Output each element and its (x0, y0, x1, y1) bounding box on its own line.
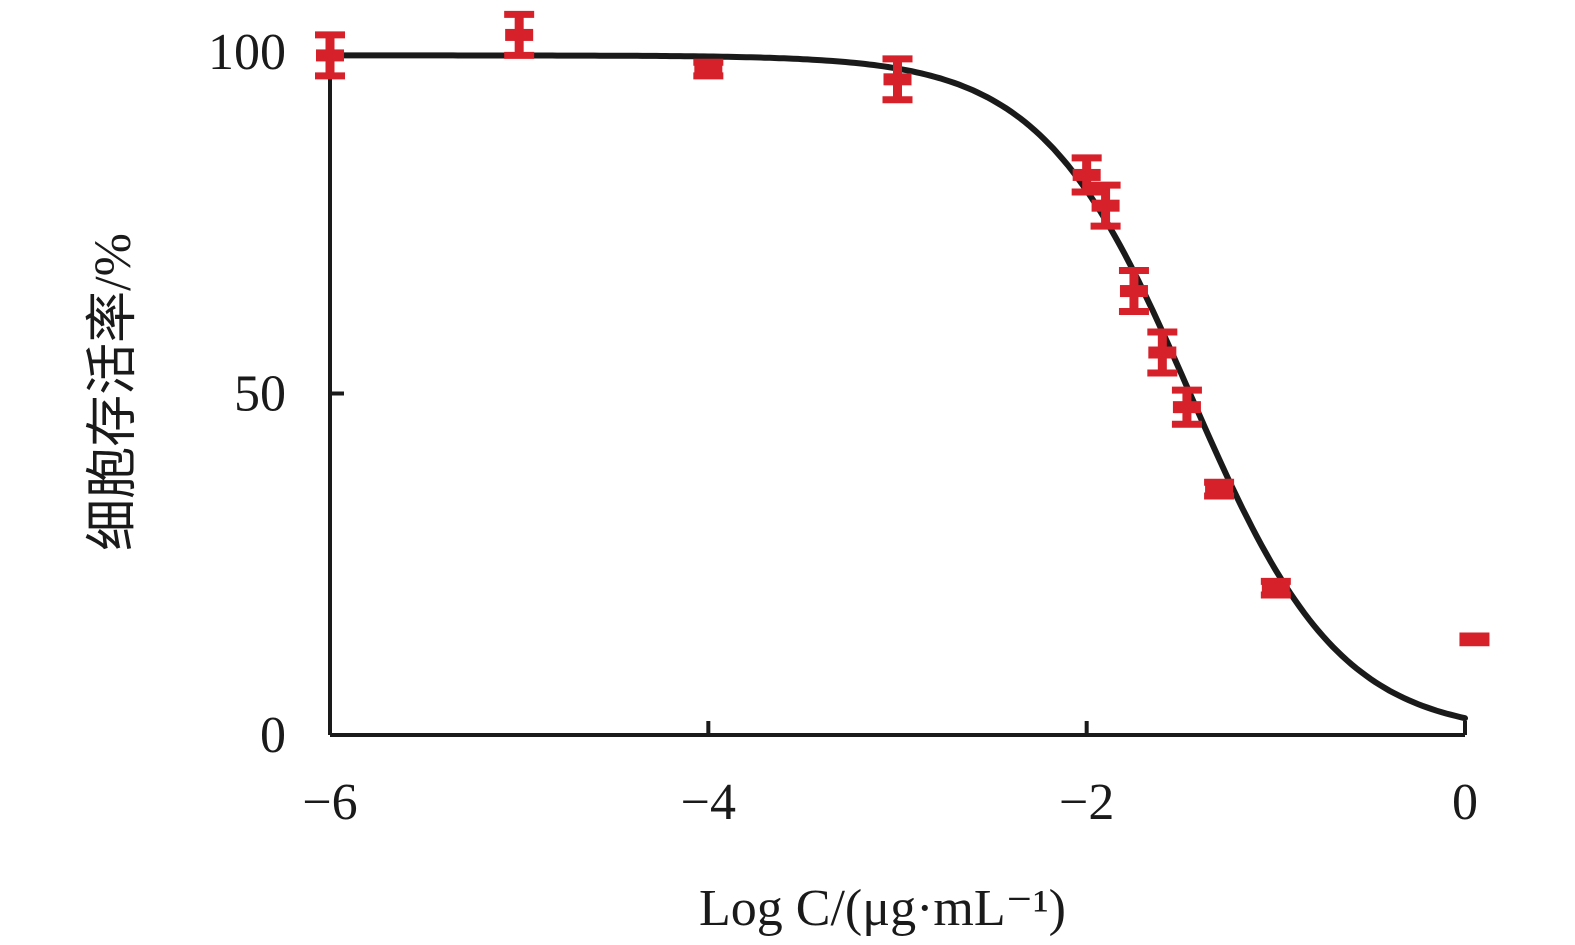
data-point (1147, 328, 1178, 377)
data-point (1260, 577, 1291, 599)
data-point (1171, 386, 1202, 428)
point-marker (1091, 199, 1120, 212)
y-tick-label: 100 (208, 24, 286, 81)
point-marker (1072, 168, 1101, 181)
data-point (315, 31, 345, 80)
point-marker (1172, 401, 1201, 414)
point-marker (694, 63, 723, 76)
x-tick-label: 0 (1452, 774, 1478, 831)
data-point (693, 58, 724, 80)
fit-curve-layer (327, 52, 1468, 722)
data-point (504, 10, 535, 59)
point-marker (316, 49, 344, 62)
point-marker (1460, 633, 1489, 646)
fit-curve (327, 52, 1468, 722)
point-marker (883, 73, 912, 86)
x-tick-label: −4 (681, 774, 736, 831)
axes (328, 38, 1465, 737)
point-marker (1119, 285, 1148, 298)
y-axis-title: 细胞存活率/% (85, 233, 142, 551)
data-point (882, 55, 913, 104)
x-tick-label: −6 (302, 774, 357, 831)
data-point (1071, 154, 1102, 196)
ticks: −6 −4 −2 0 0 50 100 (208, 24, 1478, 831)
data-point (1459, 632, 1490, 647)
data-points (315, 10, 1490, 647)
data-point (1090, 181, 1121, 230)
y-tick-label: 50 (234, 366, 286, 423)
point-marker (1261, 582, 1290, 595)
x-tick-label: −2 (1059, 774, 1114, 831)
point-marker (1148, 346, 1177, 359)
x-axis-title: Log C/(μg·mL⁻¹) (699, 880, 1066, 937)
data-point (1118, 267, 1149, 316)
y-tick-label: 0 (260, 707, 286, 764)
data-point (1204, 478, 1235, 500)
point-marker (505, 28, 534, 41)
point-marker (1205, 483, 1234, 496)
